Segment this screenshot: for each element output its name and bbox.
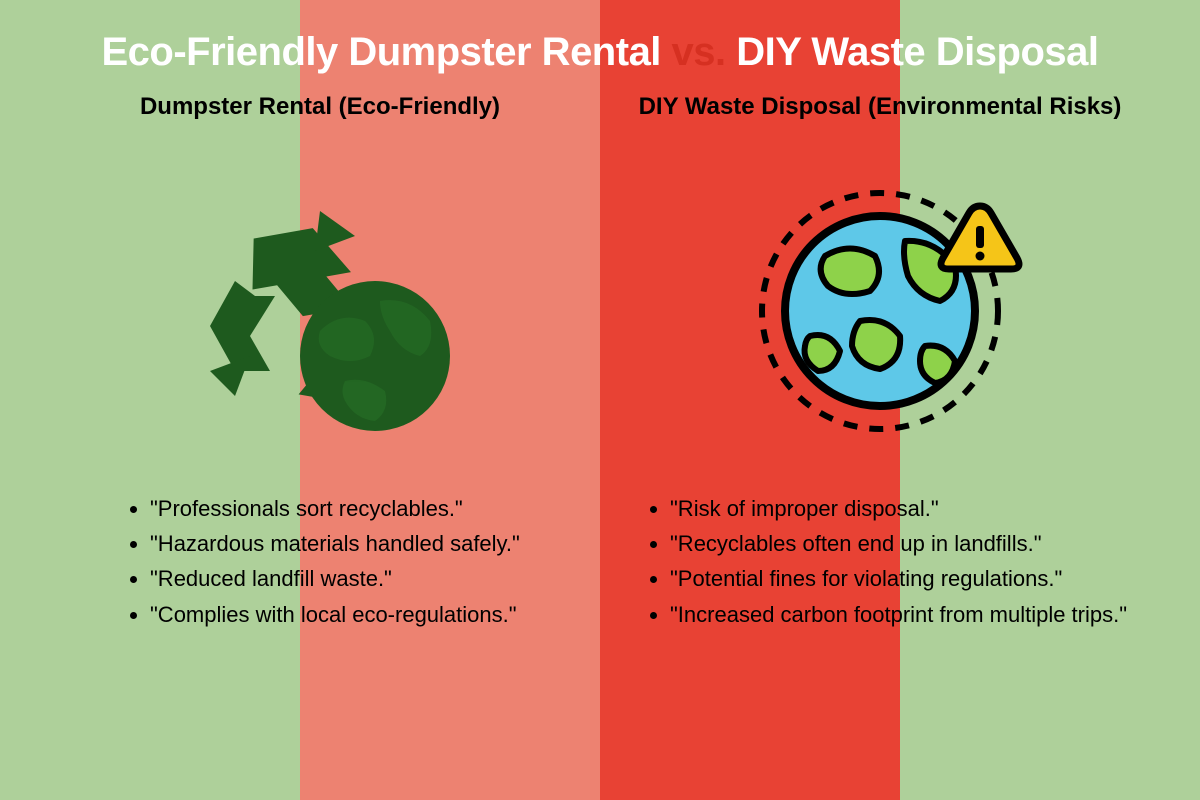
- list-item: "Professionals sort recyclables.": [150, 491, 520, 526]
- title-prefix: Eco-Friendly Dumpster Rental: [101, 30, 671, 74]
- list-item: "Hazardous materials handled safely.": [150, 526, 520, 561]
- comparison-columns: Dumpster Rental (Eco-Friendly): [40, 93, 1160, 632]
- page-title: Eco-Friendly Dumpster Rental vs. DIY Was…: [40, 30, 1160, 75]
- left-heading: Dumpster Rental (Eco-Friendly): [140, 93, 500, 121]
- list-item: "Risk of improper disposal.": [670, 491, 1127, 526]
- list-item: "Complies with local eco-regulations.": [150, 597, 520, 632]
- list-item: "Reduced landfill waste.": [150, 561, 520, 596]
- left-bullets: "Professionals sort recyclables." "Hazar…: [60, 491, 520, 632]
- list-item: "Recyclables often end up in landfills.": [670, 526, 1127, 561]
- title-suffix: DIY Waste Disposal: [726, 30, 1099, 74]
- right-bullets: "Risk of improper disposal." "Recyclable…: [620, 491, 1127, 632]
- list-item: "Increased carbon footprint from multipl…: [670, 597, 1127, 632]
- recycle-globe-icon: [180, 171, 460, 451]
- title-vs: vs.: [672, 30, 726, 74]
- globe-warning-icon: [730, 171, 1030, 451]
- left-column: Dumpster Rental (Eco-Friendly): [40, 93, 600, 632]
- right-heading: DIY Waste Disposal (Environmental Risks): [639, 93, 1122, 121]
- content-area: Eco-Friendly Dumpster Rental vs. DIY Was…: [0, 0, 1200, 800]
- list-item: "Potential fines for violating regulatio…: [670, 561, 1127, 596]
- right-column: DIY Waste Disposal (Environmental Risks): [600, 93, 1160, 632]
